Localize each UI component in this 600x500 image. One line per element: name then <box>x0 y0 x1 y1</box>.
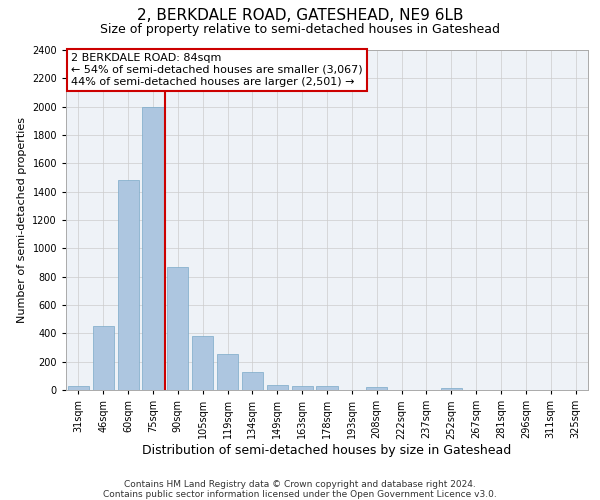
Bar <box>93 326 114 390</box>
Text: 2, BERKDALE ROAD, GATESHEAD, NE9 6LB: 2, BERKDALE ROAD, GATESHEAD, NE9 6LB <box>137 8 463 22</box>
Text: 2 BERKDALE ROAD: 84sqm
← 54% of semi-detached houses are smaller (3,067)
44% of : 2 BERKDALE ROAD: 84sqm ← 54% of semi-det… <box>71 54 363 86</box>
Bar <box>267 385 288 390</box>
Text: Contains HM Land Registry data © Crown copyright and database right 2024.
Contai: Contains HM Land Registry data © Crown c… <box>103 480 497 499</box>
Bar <box>167 267 188 390</box>
Bar <box>142 106 164 390</box>
Bar <box>292 386 313 390</box>
Bar <box>118 180 139 390</box>
Bar <box>242 372 263 390</box>
Text: Size of property relative to semi-detached houses in Gateshead: Size of property relative to semi-detach… <box>100 22 500 36</box>
Bar <box>441 388 462 390</box>
Bar <box>316 386 338 390</box>
Bar <box>217 354 238 390</box>
X-axis label: Distribution of semi-detached houses by size in Gateshead: Distribution of semi-detached houses by … <box>142 444 512 457</box>
Bar <box>366 387 387 390</box>
Y-axis label: Number of semi-detached properties: Number of semi-detached properties <box>17 117 26 323</box>
Bar <box>192 336 213 390</box>
Bar <box>68 386 89 390</box>
